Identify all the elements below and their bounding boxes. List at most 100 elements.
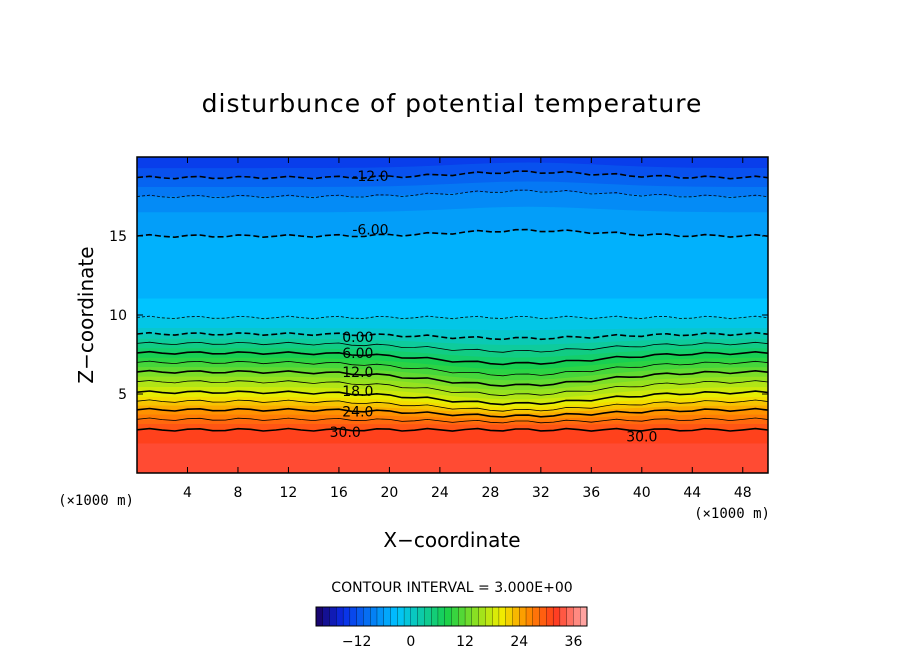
colorbar-segment: [478, 606, 486, 627]
contour-label-5: 18.0: [342, 384, 373, 400]
colorbar-segment: [566, 606, 574, 627]
y-axis-label: Z−coordinate: [74, 246, 98, 383]
colorbar-segment: [315, 606, 324, 627]
filled-contour-bands: [137, 157, 768, 473]
colorbar-segment: [505, 606, 513, 627]
colorbar-tick-label: 12: [456, 634, 474, 650]
colorbar-segment: [525, 606, 534, 627]
contour-line: [137, 170, 768, 180]
colorbar-segment: [519, 606, 527, 627]
contour-label-2: 0.00: [342, 330, 373, 346]
colorbar-tick-label: 36: [565, 634, 583, 650]
contour-label-3: 6.00: [342, 346, 373, 362]
chart-title: disturbunce of potential temperature: [202, 89, 703, 118]
x-tick-label: 20: [380, 485, 398, 501]
colorbar-segment: [498, 606, 507, 627]
contour-line: [137, 390, 768, 406]
colorbar-segment: [349, 606, 358, 627]
contour-label-4: 12.0: [342, 365, 373, 381]
colorbar-segment: [376, 606, 385, 627]
colorbar-segment: [580, 606, 588, 627]
y-tick-label: 5: [118, 387, 127, 403]
contour-line: [137, 427, 768, 432]
y-tick-label: 10: [109, 308, 127, 324]
colorbar-segment: [532, 606, 541, 627]
contour-label-7: 30.0: [330, 425, 361, 441]
colorbar-segment: [431, 606, 439, 627]
colorbar-segment: [464, 606, 473, 627]
colorbar: [315, 606, 588, 627]
contour-line: [137, 380, 768, 397]
colorbar-segment: [512, 606, 520, 627]
colorbar-segment: [417, 606, 425, 627]
colorbar-tick-label: −12: [342, 634, 372, 650]
colorbar-segment: [552, 606, 561, 627]
colorbar-segment: [363, 606, 371, 627]
colorbar-segment: [356, 606, 364, 627]
contour-line: [137, 228, 768, 239]
contour-line: [137, 407, 768, 418]
contour-interval-text: CONTOUR INTERVAL = 3.000E+00: [331, 580, 572, 596]
colorbar-segment: [342, 606, 351, 627]
contour-line: [137, 341, 768, 353]
x-unit-label-left: (×1000 m): [58, 493, 134, 509]
contour-line: [137, 350, 768, 366]
colorbar-segment: [390, 606, 398, 627]
contour-label-8: 30.0: [626, 430, 657, 446]
contour-line: [137, 331, 768, 341]
contour-lines: [137, 170, 768, 432]
x-unit-label-right: (×1000 m): [694, 506, 770, 522]
colorbar-tick-label: 24: [510, 634, 528, 650]
contour-label-1: -6.00: [352, 223, 388, 239]
y-axis-ticks: 5 10 15: [109, 229, 768, 403]
colorbar-segment: [573, 606, 581, 627]
colorbar-segment: [437, 606, 446, 627]
contour-label-6: 24.0: [342, 404, 373, 420]
x-tick-label: 44: [683, 485, 701, 501]
colorbar-segment: [471, 606, 480, 627]
x-tick-label: 12: [280, 485, 298, 501]
x-axis-label: X−coordinate: [383, 528, 520, 552]
contour-line: [137, 417, 768, 424]
colorbar-segment: [539, 606, 547, 627]
contour-line: [137, 369, 768, 387]
colorbar-segment: [383, 606, 391, 627]
colorbar-segment: [424, 606, 432, 627]
x-tick-label: 32: [532, 485, 550, 501]
colorbar-segment: [403, 606, 412, 627]
x-tick-label: 8: [233, 485, 242, 501]
plot-area: [137, 157, 768, 473]
x-tick-label: 48: [734, 485, 752, 501]
colorbar-segment: [451, 606, 459, 627]
colorbar-segment: [559, 606, 568, 627]
colorbar-ticks: −12 0 12 24 36: [342, 634, 583, 650]
contour-line: [137, 189, 768, 199]
contour-label-0: -12.0: [352, 169, 388, 185]
colorbar-segment: [336, 606, 344, 627]
colorbar-segment: [485, 606, 493, 627]
contour-band: [137, 443, 768, 473]
x-tick-label: 40: [633, 485, 651, 501]
contour-line: [137, 315, 768, 320]
x-tick-label: 4: [183, 485, 192, 501]
contour-line: [137, 360, 768, 377]
colorbar-segment: [458, 606, 466, 627]
colorbar-segment: [491, 606, 500, 627]
colorbar-segment: [322, 606, 330, 627]
contour-line: [137, 399, 768, 412]
x-tick-label: 24: [431, 485, 449, 501]
colorbar-segment: [410, 606, 419, 627]
colorbar-segment: [329, 606, 337, 627]
colorbar-tick-label: 0: [406, 634, 415, 650]
contour-labels: -12.0 -6.00 0.006.00 12.0 18.0 24.0 30.0 30.0: [330, 169, 658, 446]
colorbar-segment: [370, 606, 378, 627]
x-tick-label: 16: [330, 485, 348, 501]
x-tick-label: 36: [582, 485, 600, 501]
colorbar-frame: [315, 606, 588, 627]
y-tick-label: 15: [109, 229, 127, 245]
x-tick-label: 28: [481, 485, 499, 501]
colorbar-segment: [397, 606, 405, 627]
x-axis-ticks: 4 8 12 16 20 24 28 32 36 40 44 48: [183, 157, 752, 501]
colorbar-segment: [546, 606, 554, 627]
